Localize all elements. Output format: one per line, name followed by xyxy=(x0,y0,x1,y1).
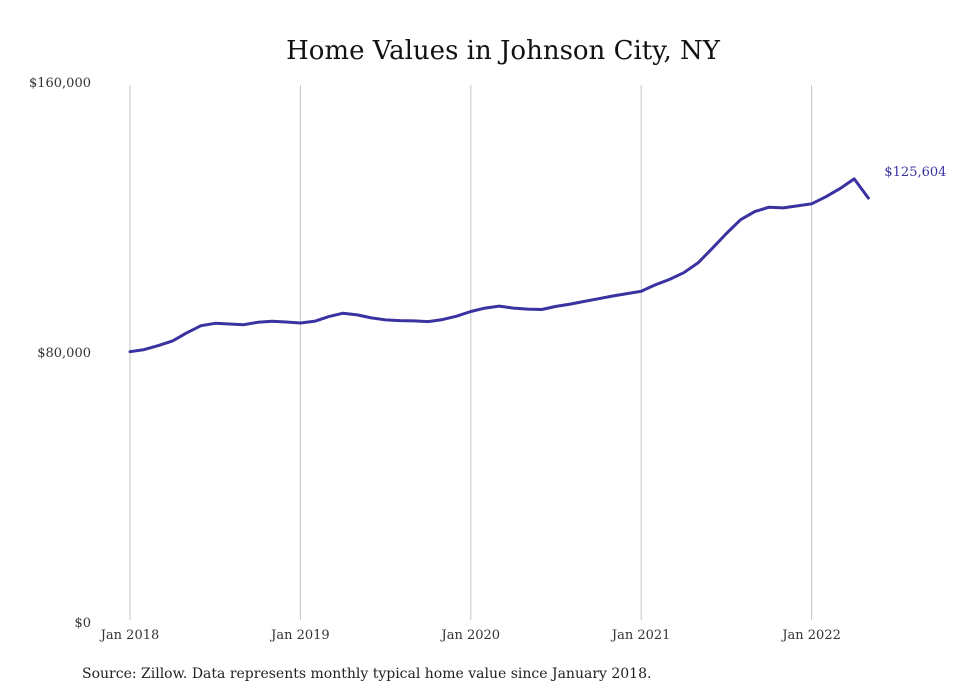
x-axis-ticks: Jan 2018 Jan 2019 Jan 2020 Jan 2021 Jan 2022 xyxy=(99,628,841,643)
grid-lines xyxy=(129,85,813,620)
y-tick-label: $0 xyxy=(74,616,91,631)
x-tick-label: Jan 2022 xyxy=(780,628,841,643)
series-line-home-value xyxy=(128,177,870,354)
chart-title: Home Values in Johnson City, NY xyxy=(286,36,721,66)
x-tick-label: Jan 2021 xyxy=(610,628,671,643)
y-tick-label: $80,000 xyxy=(37,346,91,361)
x-tick-label: Jan 2019 xyxy=(269,628,330,643)
x-tick-label: Jan 2018 xyxy=(99,628,160,643)
y-tick-label: $160,000 xyxy=(29,76,91,91)
end-value-label: $125,604 xyxy=(884,165,946,180)
y-axis-ticks: $0 $80,000 $160,000 xyxy=(29,76,91,631)
source-note: Source: Zillow. Data represents monthly … xyxy=(82,666,652,682)
x-tick-label: Jan 2020 xyxy=(440,628,501,643)
